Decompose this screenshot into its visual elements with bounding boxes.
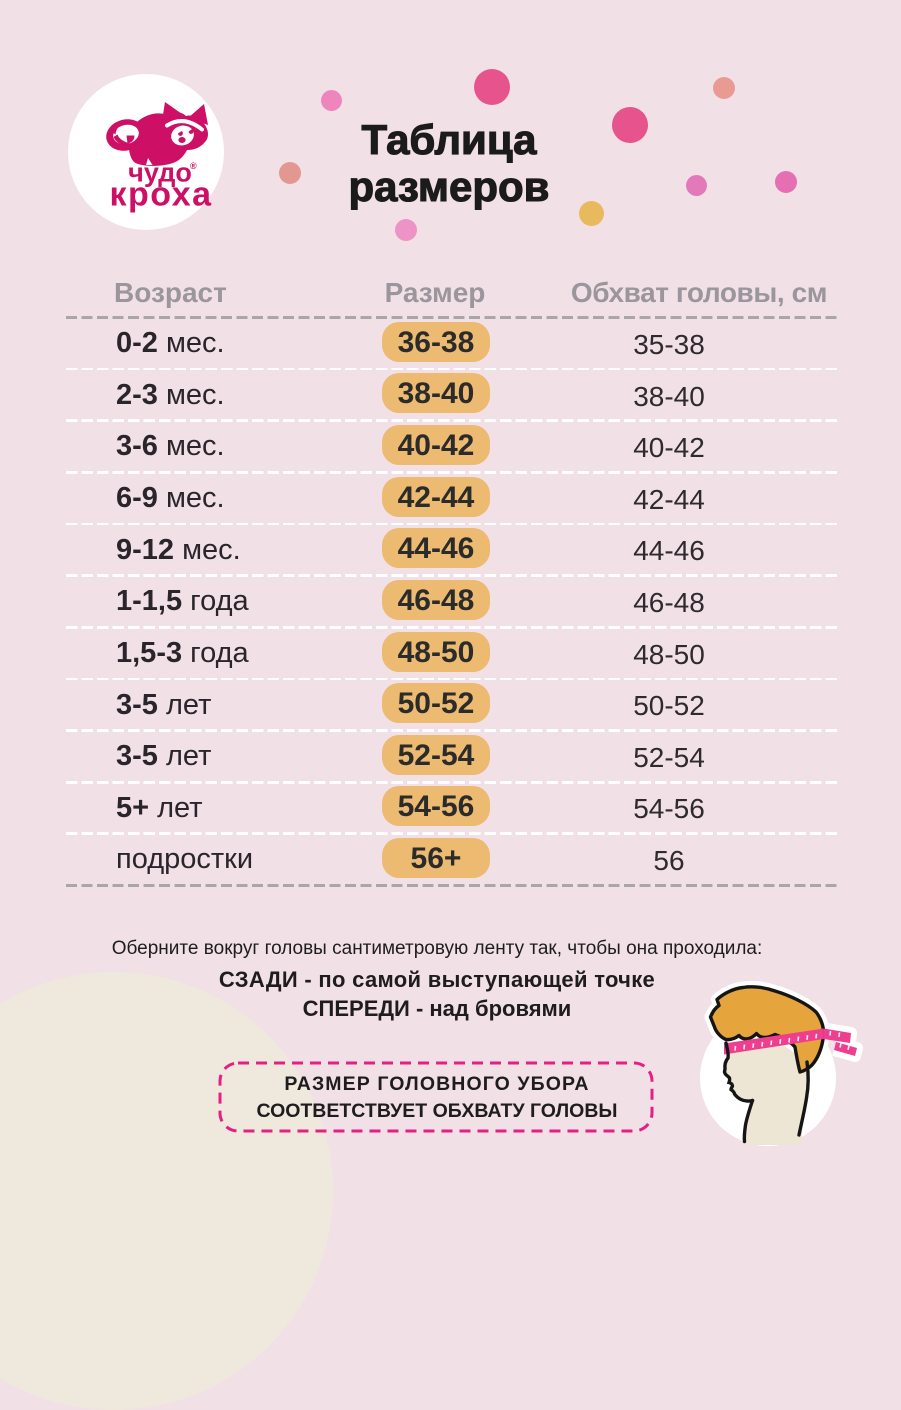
svg-text:®: ® — [190, 161, 197, 171]
svg-text:кроха: кроха — [109, 176, 212, 214]
svg-text:чудо: чудо — [128, 158, 192, 188]
